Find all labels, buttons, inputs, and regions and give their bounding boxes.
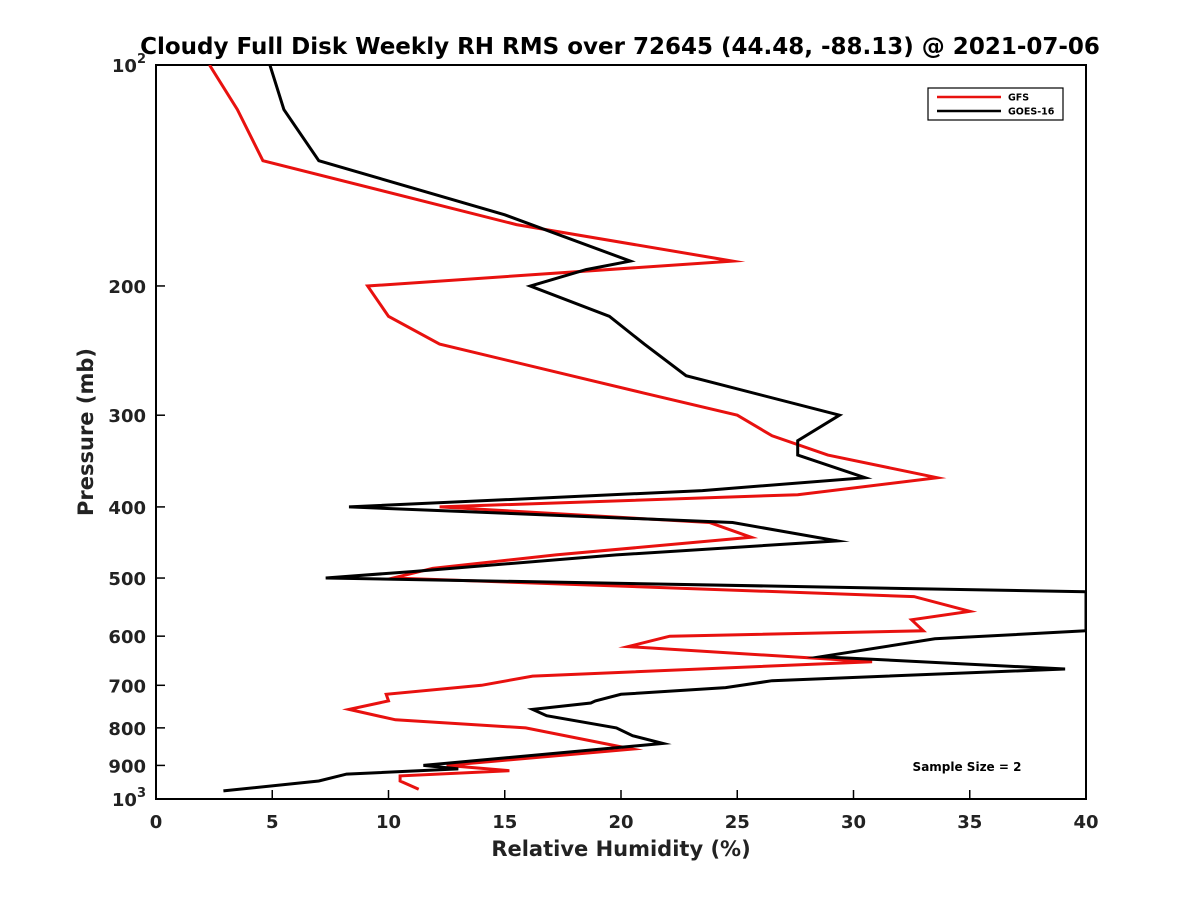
x-tick-label: 10: [376, 812, 401, 833]
y-axis-ticks: 102 200 300 400 500 600 700 800 900 103: [108, 52, 165, 811]
x-axis-ticks: 0 5 10 15 20 25 30 35 40: [150, 790, 1099, 833]
legend: GFS GOES-16: [927, 87, 1064, 121]
y-axis-label: Pressure (mb): [74, 348, 98, 516]
y-tick-label: 300: [108, 406, 146, 427]
sample-size-annotation: Sample Size = 2: [913, 760, 1022, 774]
x-tick-label: 15: [492, 812, 517, 833]
legend-label-gfs: GFS: [1008, 93, 1029, 104]
y-tick-label: 600: [108, 627, 146, 648]
y-tick-label: 102: [112, 52, 146, 77]
x-tick-label: 20: [608, 812, 633, 833]
x-axis-label: Relative Humidity (%): [491, 837, 750, 861]
plot-area: [155, 64, 1087, 800]
x-tick-label: 0: [150, 812, 163, 833]
chart-title: Cloudy Full Disk Weekly RH RMS over 7264…: [140, 34, 1100, 60]
y-tick-label: 700: [108, 676, 146, 697]
x-tick-label: 40: [1073, 812, 1098, 833]
series-line-goes-16: [223, 65, 1086, 793]
y-tick-label: 200: [108, 277, 146, 298]
x-tick-label: 30: [841, 812, 866, 833]
x-tick-label: 35: [957, 812, 982, 833]
y-tick-label: 500: [108, 569, 146, 590]
x-tick-label: 5: [266, 812, 279, 833]
series-line-gfs: [208, 65, 978, 791]
y-tick-label: 900: [108, 756, 146, 777]
y-tick-label: 400: [108, 498, 146, 519]
y-tick-label: 103: [112, 786, 146, 811]
x-tick-label: 25: [725, 812, 750, 833]
series-layer: [208, 65, 1086, 793]
y-tick-label: 800: [108, 719, 146, 740]
legend-label-goes-16: GOES-16: [1008, 107, 1055, 118]
legend-box: [927, 87, 1064, 121]
